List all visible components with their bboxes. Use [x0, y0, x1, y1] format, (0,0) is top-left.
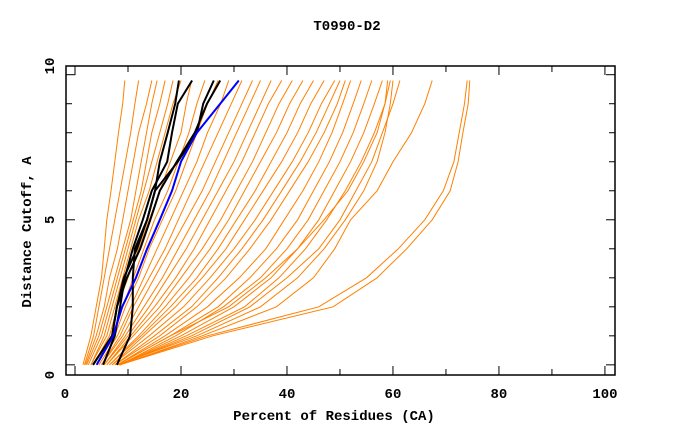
orange-series-line-5 — [90, 80, 174, 366]
x-tick-label: 20 — [173, 387, 190, 403]
orange-series-line-24 — [117, 80, 362, 366]
orange-series-line-17 — [109, 80, 304, 366]
orange-series-line-16 — [106, 80, 293, 366]
x-tick-label: 100 — [592, 387, 617, 403]
orange-series-line-10 — [98, 80, 230, 366]
orange-series-line-28 — [117, 80, 389, 366]
orange-series-line-9 — [95, 80, 219, 366]
orange-series-line-26 — [119, 80, 383, 366]
tick-layer: 0 20 40 60 80 100 0 5 10 — [43, 58, 618, 403]
orange-series-line-25 — [119, 80, 373, 366]
orange-series-line-27 — [119, 80, 391, 366]
x-tick-label: 0 — [61, 387, 69, 403]
orange-series-line-2 — [85, 80, 153, 365]
orange-series-line-29 — [117, 80, 394, 366]
orange-series-line-15 — [106, 80, 283, 366]
orange-series-line-6 — [90, 80, 182, 366]
x-tick-label: 80 — [491, 387, 508, 403]
orange-series-line-31 — [119, 80, 433, 366]
x-tick-label: 40 — [279, 387, 296, 403]
orange-series-line-21 — [114, 80, 341, 366]
y-tick-label: 10 — [43, 58, 59, 75]
x-tick-label: 60 — [385, 387, 402, 403]
orange-series-line-1 — [84, 80, 140, 365]
orange-series-line-33 — [119, 80, 471, 366]
y-tick-label: 0 — [43, 371, 59, 379]
orange-series-line-32 — [118, 80, 468, 366]
y-axis-label: Distance Cutoff, A — [20, 156, 36, 308]
orange-series-line-30 — [118, 80, 401, 366]
orange-series-line-13 — [103, 80, 261, 366]
y-tick-label: 5 — [43, 216, 59, 224]
series-layer — [82, 79, 471, 366]
chart-title: T0990-D2 — [313, 19, 380, 35]
orange-series-line-12 — [101, 80, 253, 366]
orange-series-line-14 — [103, 80, 272, 366]
orange-series-line-11 — [101, 80, 243, 366]
orange-series-line-0 — [82, 80, 126, 365]
x-axis-label: Percent of Residues (CA) — [233, 409, 435, 425]
orange-series-line-23 — [117, 80, 352, 366]
orange-series-line-4 — [87, 80, 166, 366]
orange-series-line-22 — [114, 80, 346, 366]
orange-series-line-3 — [86, 80, 158, 365]
orange-series-line-20 — [111, 80, 336, 366]
orange-series-line-18 — [109, 80, 314, 366]
orange-series-line-19 — [111, 80, 325, 366]
blue-series-line — [95, 79, 240, 366]
black-series-line-3 — [92, 80, 222, 366]
plot-border — [65, 65, 616, 376]
